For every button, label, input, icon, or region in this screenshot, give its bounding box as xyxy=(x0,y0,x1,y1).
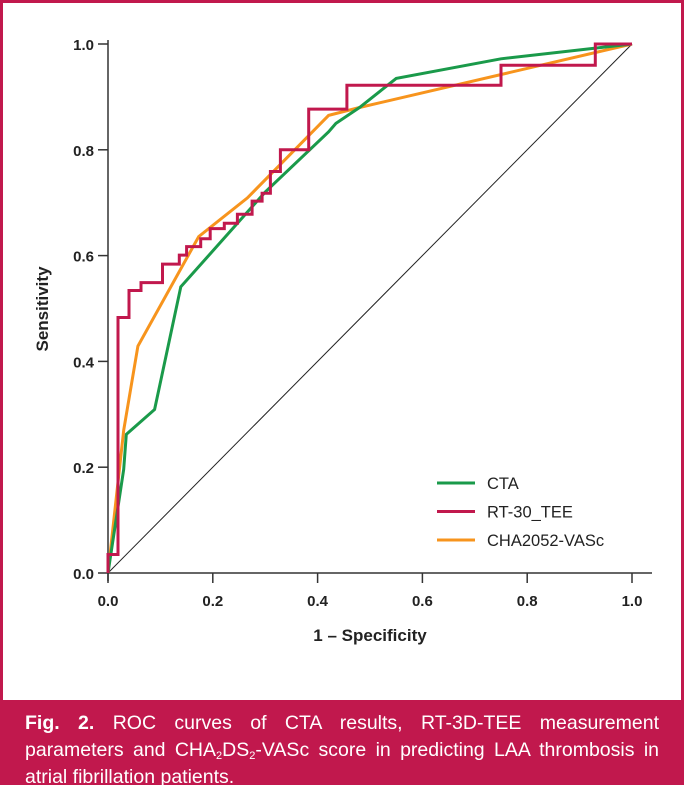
caption-label: Fig. 2. xyxy=(25,712,95,734)
caption-subscript: 2 xyxy=(249,750,256,762)
x-tick-label: 0.0 xyxy=(98,593,119,610)
x-tick-label: 1.0 xyxy=(622,593,643,610)
roc-chart: 0.0 0.2 0.4 0.6 0.8 1.0 0.0 0.2 0.4 0.6 0.8 1.0 CTA… xyxy=(33,37,652,645)
x-axis-label: 1 – Specificity xyxy=(313,626,427,645)
x-tick-label: 0.8 xyxy=(517,593,538,610)
legend-label: CHA2052-VASc xyxy=(487,532,604,550)
caption-text: -VASc score in predicting LAA thrombosis… xyxy=(25,739,660,788)
axes: 0.0 0.2 0.4 0.6 0.8 1.0 0.0 0.2 0.4 0.6 0.8 1.0 xyxy=(73,37,652,610)
reference-diagonal-line xyxy=(107,43,633,574)
x-tick-label: 0.2 xyxy=(202,593,223,610)
figure-caption: Fig. 2. ROC curves of CTA results, RT-3D… xyxy=(3,700,681,788)
caption-text: DS xyxy=(222,739,250,761)
legend-label: RT-30_TEE xyxy=(487,504,573,522)
series-group xyxy=(106,42,633,574)
legend-label: CTA xyxy=(487,475,519,493)
caption-subscript: 2 xyxy=(216,750,223,762)
y-tick-label: 0.4 xyxy=(73,354,95,371)
y-tick-label: 0.0 xyxy=(73,566,94,583)
y-tick-label: 0.6 xyxy=(73,249,94,266)
legend: CTA RT-30_TEE CHA2052-VASc xyxy=(437,475,604,550)
x-tick-label: 0.4 xyxy=(307,593,329,610)
y-axis-label: Sensitivity xyxy=(33,266,52,352)
y-tick-label: 1.0 xyxy=(73,37,94,54)
roc-curve-rt-30-tee xyxy=(106,42,632,573)
roc-curve-cha2052-vasc xyxy=(106,42,633,574)
caption-text: ROC curves of CTA results, RT-3D-TEE mea… xyxy=(25,712,659,761)
y-tick-label: 0.8 xyxy=(73,143,94,160)
x-tick-label: 0.6 xyxy=(412,593,433,610)
y-tick-label: 0.2 xyxy=(73,460,94,477)
roc-curve-cta xyxy=(106,42,633,574)
